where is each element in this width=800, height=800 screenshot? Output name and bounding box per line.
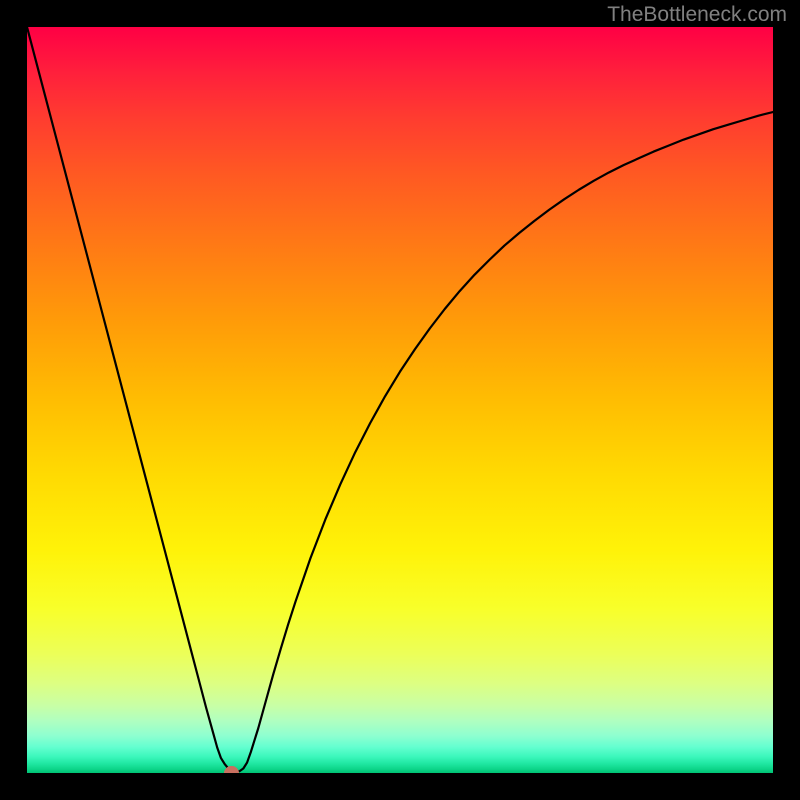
watermark-text: TheBottleneck.com [607,3,787,27]
plot-area [27,27,773,773]
bottleneck-curve [27,27,773,772]
curve-svg [27,27,773,773]
stage: TheBottleneck.com [0,0,800,800]
